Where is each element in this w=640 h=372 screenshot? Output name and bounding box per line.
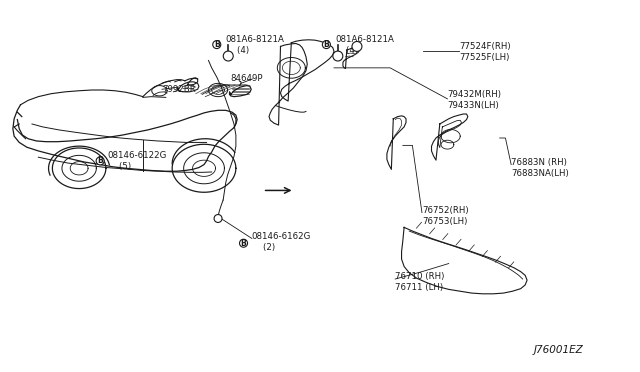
Circle shape bbox=[352, 41, 362, 51]
Text: 79432M(RH)
79433N(LH): 79432M(RH) 79433N(LH) bbox=[447, 90, 502, 110]
Circle shape bbox=[96, 157, 104, 165]
Text: B: B bbox=[214, 40, 220, 49]
Text: 76710 (RH)
76711 (LH): 76710 (RH) 76711 (LH) bbox=[395, 272, 445, 292]
Circle shape bbox=[223, 51, 233, 61]
Text: 84649P: 84649P bbox=[231, 74, 263, 83]
Text: 08146-6122G
    (5): 08146-6122G (5) bbox=[108, 151, 167, 171]
Text: 081A6-8121A
    (4): 081A6-8121A (4) bbox=[335, 35, 394, 55]
Text: B: B bbox=[241, 239, 246, 248]
Text: 77524F(RH)
77525F(LH): 77524F(RH) 77525F(LH) bbox=[459, 42, 511, 62]
Text: B: B bbox=[323, 40, 329, 49]
Text: 08146-6162G
    (2): 08146-6162G (2) bbox=[252, 232, 311, 252]
Circle shape bbox=[212, 41, 221, 49]
Circle shape bbox=[239, 239, 248, 247]
Text: J76001EZ: J76001EZ bbox=[534, 345, 584, 355]
Text: 76752(RH)
76753(LH): 76752(RH) 76753(LH) bbox=[422, 206, 468, 226]
Text: 76883N (RH)
76883NA(LH): 76883N (RH) 76883NA(LH) bbox=[511, 158, 569, 178]
Text: 081A6-8121A
    (4): 081A6-8121A (4) bbox=[226, 35, 285, 55]
Circle shape bbox=[214, 215, 222, 222]
Text: B: B bbox=[97, 156, 103, 166]
Circle shape bbox=[333, 51, 343, 61]
Text: 7992BR: 7992BR bbox=[162, 85, 196, 94]
Circle shape bbox=[323, 41, 330, 49]
